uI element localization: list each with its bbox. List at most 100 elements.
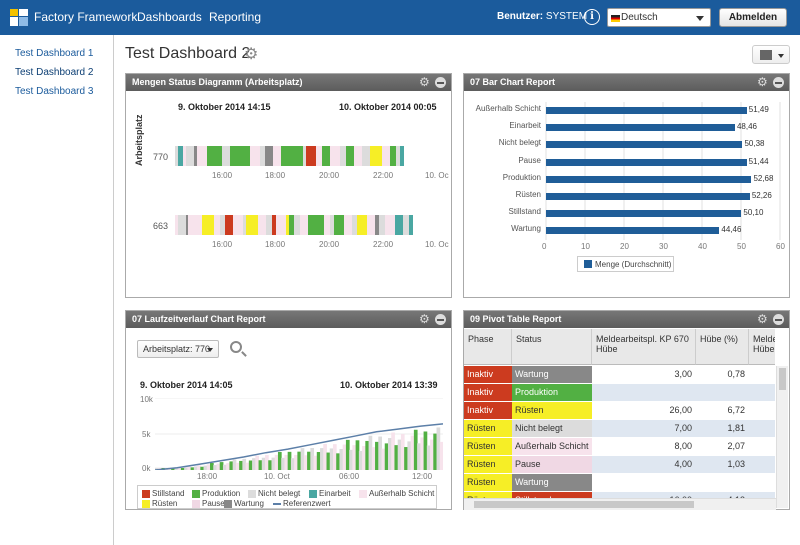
legend-swatch xyxy=(192,500,200,508)
horizontal-scrollbar[interactable] xyxy=(464,498,776,510)
status-segment xyxy=(330,215,334,235)
runtime-bar xyxy=(252,458,256,470)
table-cell xyxy=(749,402,775,420)
status-segment xyxy=(233,215,243,235)
scroll-thumb[interactable] xyxy=(474,501,694,508)
runtime-bar xyxy=(320,448,324,470)
sidebar-item-test-dashboard-2[interactable]: Test Dashboard 2 xyxy=(15,67,94,78)
table-header-cell[interactable]: Status xyxy=(512,329,592,365)
legend-swatch xyxy=(584,260,592,268)
table-cell: Rüsten xyxy=(464,438,512,456)
status-segment xyxy=(334,215,344,235)
gear-icon[interactable]: ⚙ xyxy=(757,75,768,89)
bar-category-label: Rüsten xyxy=(515,190,541,199)
table-cell xyxy=(749,420,775,438)
table-header-cell[interactable]: Phase xyxy=(464,329,512,365)
runtime-bar xyxy=(410,435,415,470)
status-segment xyxy=(272,215,276,235)
bar xyxy=(546,141,743,149)
gear-icon[interactable]: ⚙ xyxy=(419,75,430,89)
status-segment xyxy=(344,215,352,235)
minimize-icon[interactable] xyxy=(435,314,446,325)
table-header-cell[interactable]: Meldearb Hübe xyxy=(749,329,775,365)
status-segment xyxy=(214,215,220,235)
runtime-bar xyxy=(300,448,305,470)
table-cell xyxy=(749,438,775,456)
scroll-thumb[interactable] xyxy=(779,368,786,390)
runtime-bar xyxy=(316,452,321,470)
status-strip-770 xyxy=(175,146,441,166)
runtime-bar xyxy=(307,451,311,470)
runtime-bar xyxy=(387,437,392,470)
runtime-bar xyxy=(313,455,318,470)
minimize-icon[interactable] xyxy=(773,77,784,88)
status-segment xyxy=(340,146,346,166)
info-icon[interactable]: i xyxy=(584,9,600,25)
runtime-date-start: 9. Oktober 2014 14:05 xyxy=(140,380,233,390)
reference-line xyxy=(155,423,443,470)
legend-label: Nicht belegt xyxy=(258,489,301,498)
page-title: Test Dashboard 2 xyxy=(125,45,251,62)
table-row: Inaktiv Rüsten 26,00 6,72 xyxy=(464,402,775,420)
panel-title: 07 Laufzeitverlauf Chart Report xyxy=(126,311,451,328)
legend-label: Produktion xyxy=(202,489,241,498)
runtime-bar xyxy=(430,439,434,470)
layout-menu-button[interactable] xyxy=(752,45,790,64)
gear-icon[interactable]: ⚙ xyxy=(419,312,430,326)
runtime-bar xyxy=(420,437,425,470)
search-icon[interactable] xyxy=(230,341,242,353)
table-header-cell[interactable]: Hübe (%) xyxy=(696,329,749,365)
runtime-bar xyxy=(200,466,205,470)
logout-button[interactable]: Abmelden xyxy=(719,8,787,27)
status-segment xyxy=(197,146,207,166)
user-label: Benutzer: xyxy=(497,11,544,22)
runtime-bar xyxy=(407,441,412,470)
legend-label: Menge (Durchschnitt) xyxy=(595,260,672,269)
language-value: Deutsch xyxy=(621,12,658,23)
sidebar: Test Dashboard 1 Test Dashboard 2 Test D… xyxy=(0,35,114,545)
table-cell: Wartung xyxy=(512,366,592,384)
bar xyxy=(546,158,747,166)
status-segment xyxy=(250,146,260,166)
runtime-bar xyxy=(171,468,175,470)
table-row: Inaktiv Produktion xyxy=(464,384,775,402)
table-header-cell[interactable]: Meldearbeitspl. KP 670 Hübe xyxy=(592,329,696,365)
table-cell xyxy=(696,474,749,492)
user-name: SYSTEM xyxy=(545,11,588,22)
table-cell: Außerhalb Schicht xyxy=(512,438,592,456)
status-segment xyxy=(390,146,396,166)
tick-label: 18:00 xyxy=(265,240,286,249)
vertical-scrollbar[interactable] xyxy=(776,366,788,508)
status-segment xyxy=(294,215,300,235)
tick-label: 22:00 xyxy=(373,171,394,180)
tick-label: 20:00 xyxy=(319,240,340,249)
runtime-bar xyxy=(371,447,376,470)
legend-swatch xyxy=(224,500,232,508)
sidebar-item-test-dashboard-3[interactable]: Test Dashboard 3 xyxy=(15,86,94,97)
table-row: Inaktiv Wartung 3,00 0,78 xyxy=(464,366,775,384)
app-title[interactable]: Factory Framework xyxy=(34,10,138,24)
status-segment xyxy=(175,215,178,235)
status-strip-663 xyxy=(175,215,441,235)
legend-swatch xyxy=(192,490,200,498)
workplace-select[interactable]: Arbeitsplatz: 770 xyxy=(137,340,219,358)
runtime-bar xyxy=(229,461,234,470)
bar xyxy=(546,210,742,218)
runtime-bar xyxy=(326,452,331,470)
nav-reporting[interactable]: Reporting xyxy=(209,10,262,24)
gear-icon[interactable]: ⚙ xyxy=(757,312,768,326)
gear-icon[interactable]: ⚙ xyxy=(244,46,259,63)
runtime-bar xyxy=(417,443,421,470)
minimize-icon[interactable] xyxy=(773,314,784,325)
nav-dashboards[interactable]: Dashboards xyxy=(137,10,202,24)
status-segment xyxy=(175,146,178,166)
table-row: Rüsten Pause 4,00 1,03 xyxy=(464,456,775,474)
tick-label: 22:00 xyxy=(373,240,394,249)
language-select[interactable]: Deutsch xyxy=(607,8,711,27)
minimize-icon[interactable] xyxy=(435,77,446,88)
runtime-bar xyxy=(384,443,389,470)
status-segment xyxy=(362,146,370,166)
runtime-bar xyxy=(271,457,276,470)
runtime-bar xyxy=(245,462,250,470)
sidebar-item-test-dashboard-1[interactable]: Test Dashboard 1 xyxy=(15,48,94,59)
